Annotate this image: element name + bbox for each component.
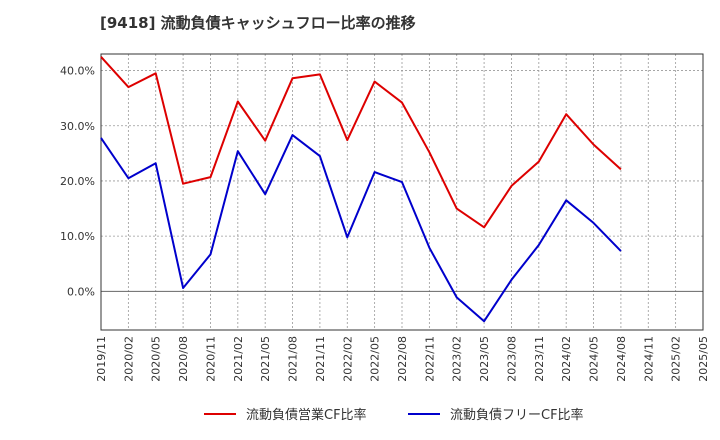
x-tick-label: 2023/11: [533, 336, 546, 382]
grid: [101, 54, 703, 330]
x-tick-label: 2019/11: [95, 336, 108, 382]
x-tick-label: 2023/05: [478, 336, 491, 382]
x-tick-label: 2021/02: [232, 336, 245, 382]
x-tick-label: 2024/11: [642, 336, 655, 382]
legend-label-1: 流動負債営業CF比率: [246, 407, 367, 423]
x-tick-label: 2020/05: [150, 336, 163, 382]
x-tick-label: 2021/11: [314, 336, 327, 382]
series-line-2: [100, 134, 622, 323]
x-tick-label: 2023/02: [451, 336, 464, 382]
y-tick-label: 10.0%: [60, 230, 95, 243]
x-tick-label: 2025/05: [697, 336, 710, 382]
x-tick-label: 2022/02: [341, 336, 354, 382]
y-tick-label: 0.0%: [67, 285, 95, 298]
x-tick-label: 2024/02: [560, 336, 573, 382]
chart-title: [9418] 流動負債キャッシュフロー比率の推移: [100, 14, 416, 32]
x-tick-label: 2021/05: [259, 336, 272, 382]
axes: [100, 53, 704, 331]
plot-frame: [100, 53, 704, 331]
x-tick-label: 2024/05: [588, 336, 601, 382]
x-tick-label: 2024/08: [615, 336, 628, 382]
x-tick-label: 2023/08: [505, 336, 518, 382]
series: [100, 56, 622, 323]
x-tick-label: 2021/08: [287, 336, 300, 382]
series-line-1: [100, 56, 622, 229]
x-tick-label: 2020/08: [177, 336, 190, 382]
y-tick-label: 30.0%: [60, 120, 95, 133]
x-tick-label: 2022/05: [369, 336, 382, 382]
x-tick-label: 2025/02: [670, 336, 683, 382]
legend: 流動負債営業CF比率 流動負債フリーCF比率: [204, 407, 584, 423]
y-tick-label: 20.0%: [60, 175, 95, 188]
x-tick-label: 2020/02: [122, 336, 135, 382]
y-tick-label: 40.0%: [60, 65, 95, 78]
tick-labels: 40.0% 30.0% 20.0% 10.0% 0.0% 2019/11 2020/02 20…: [60, 65, 710, 382]
x-tick-label: 2022/08: [396, 336, 409, 382]
x-tick-label: 2022/11: [423, 336, 436, 382]
x-tick-label: 2020/11: [204, 336, 217, 382]
legend-label-2: 流動負債フリーCF比率: [450, 407, 584, 423]
